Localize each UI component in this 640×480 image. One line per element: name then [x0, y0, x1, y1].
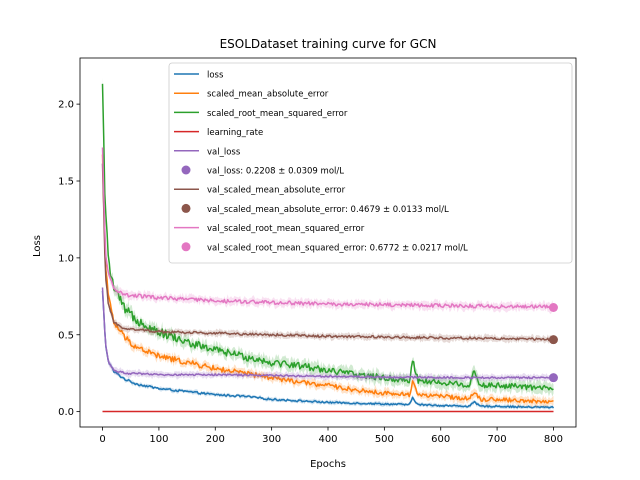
x-tick-label: 500 [375, 434, 394, 445]
legend-label: val_scaled_mean_absolute_error [207, 186, 346, 196]
legend-label: scaled_mean_absolute_error [207, 90, 329, 100]
legend-label: scaled_root_mean_squared_error [207, 109, 348, 119]
legend-marker-swatch [181, 242, 191, 252]
legend-label: val_scaled_mean_absolute_error: 0.4679 ±… [207, 205, 449, 215]
y-tick-label: 0.0 [58, 407, 74, 418]
x-tick-label: 700 [488, 434, 507, 445]
x-tick-label: 600 [431, 434, 450, 445]
series-line-scaled-mean-absolute-error [101, 154, 554, 404]
series-line-val-scaled-mean-absolute-error [101, 163, 554, 342]
x-tick-label: 100 [149, 434, 168, 445]
chart-title: ESOLDataset training curve for GCN [220, 37, 437, 51]
legend: loss scaled_mean_absolute_error scaled_roo… [168, 62, 573, 264]
axes: 0 100 200 300 400 500 600 700 800 0.0 0.5 1.0 1.5 2.0 [58, 57, 577, 445]
series-line-val-loss [101, 287, 554, 380]
y-tick-label: 1.5 [58, 177, 74, 188]
x-tick-label: 0 [99, 434, 105, 445]
x-tick-label: 300 [262, 434, 281, 445]
plot-area [101, 77, 558, 413]
legend-marker-swatch [181, 203, 191, 213]
x-tick-label: 400 [318, 434, 337, 445]
y-tick-label: 2.0 [58, 100, 74, 111]
y-axis-label: Loss [32, 235, 43, 257]
x-tick-label: 200 [206, 434, 225, 445]
legend-label: loss [207, 71, 224, 81]
final-value-marker-0 [548, 373, 558, 383]
series-line-scaled-root-mean-squared-error [101, 83, 554, 391]
y-tick-label: 1.0 [58, 253, 74, 264]
x-tick-label: 800 [544, 434, 563, 445]
final-value-marker-2 [548, 303, 558, 313]
series-line-loss [101, 290, 555, 409]
legend-box [168, 62, 573, 264]
legend-label: learning_rate [207, 128, 263, 138]
legend-label: val_scaled_root_mean_squared_error: 0.67… [207, 243, 468, 253]
legend-label: val_loss: 0.2208 ± 0.0309 mol/L [207, 167, 344, 177]
x-axis-label: Epochs [310, 459, 346, 470]
legend-label: val_loss [207, 147, 241, 157]
legend-marker-swatch [181, 165, 191, 175]
y-tick-label: 0.5 [58, 330, 74, 341]
legend-label: val_scaled_root_mean_squared_error [207, 224, 365, 234]
series-line-val-scaled-root-mean-squared-error [101, 147, 555, 310]
final-value-marker-1 [548, 335, 558, 345]
